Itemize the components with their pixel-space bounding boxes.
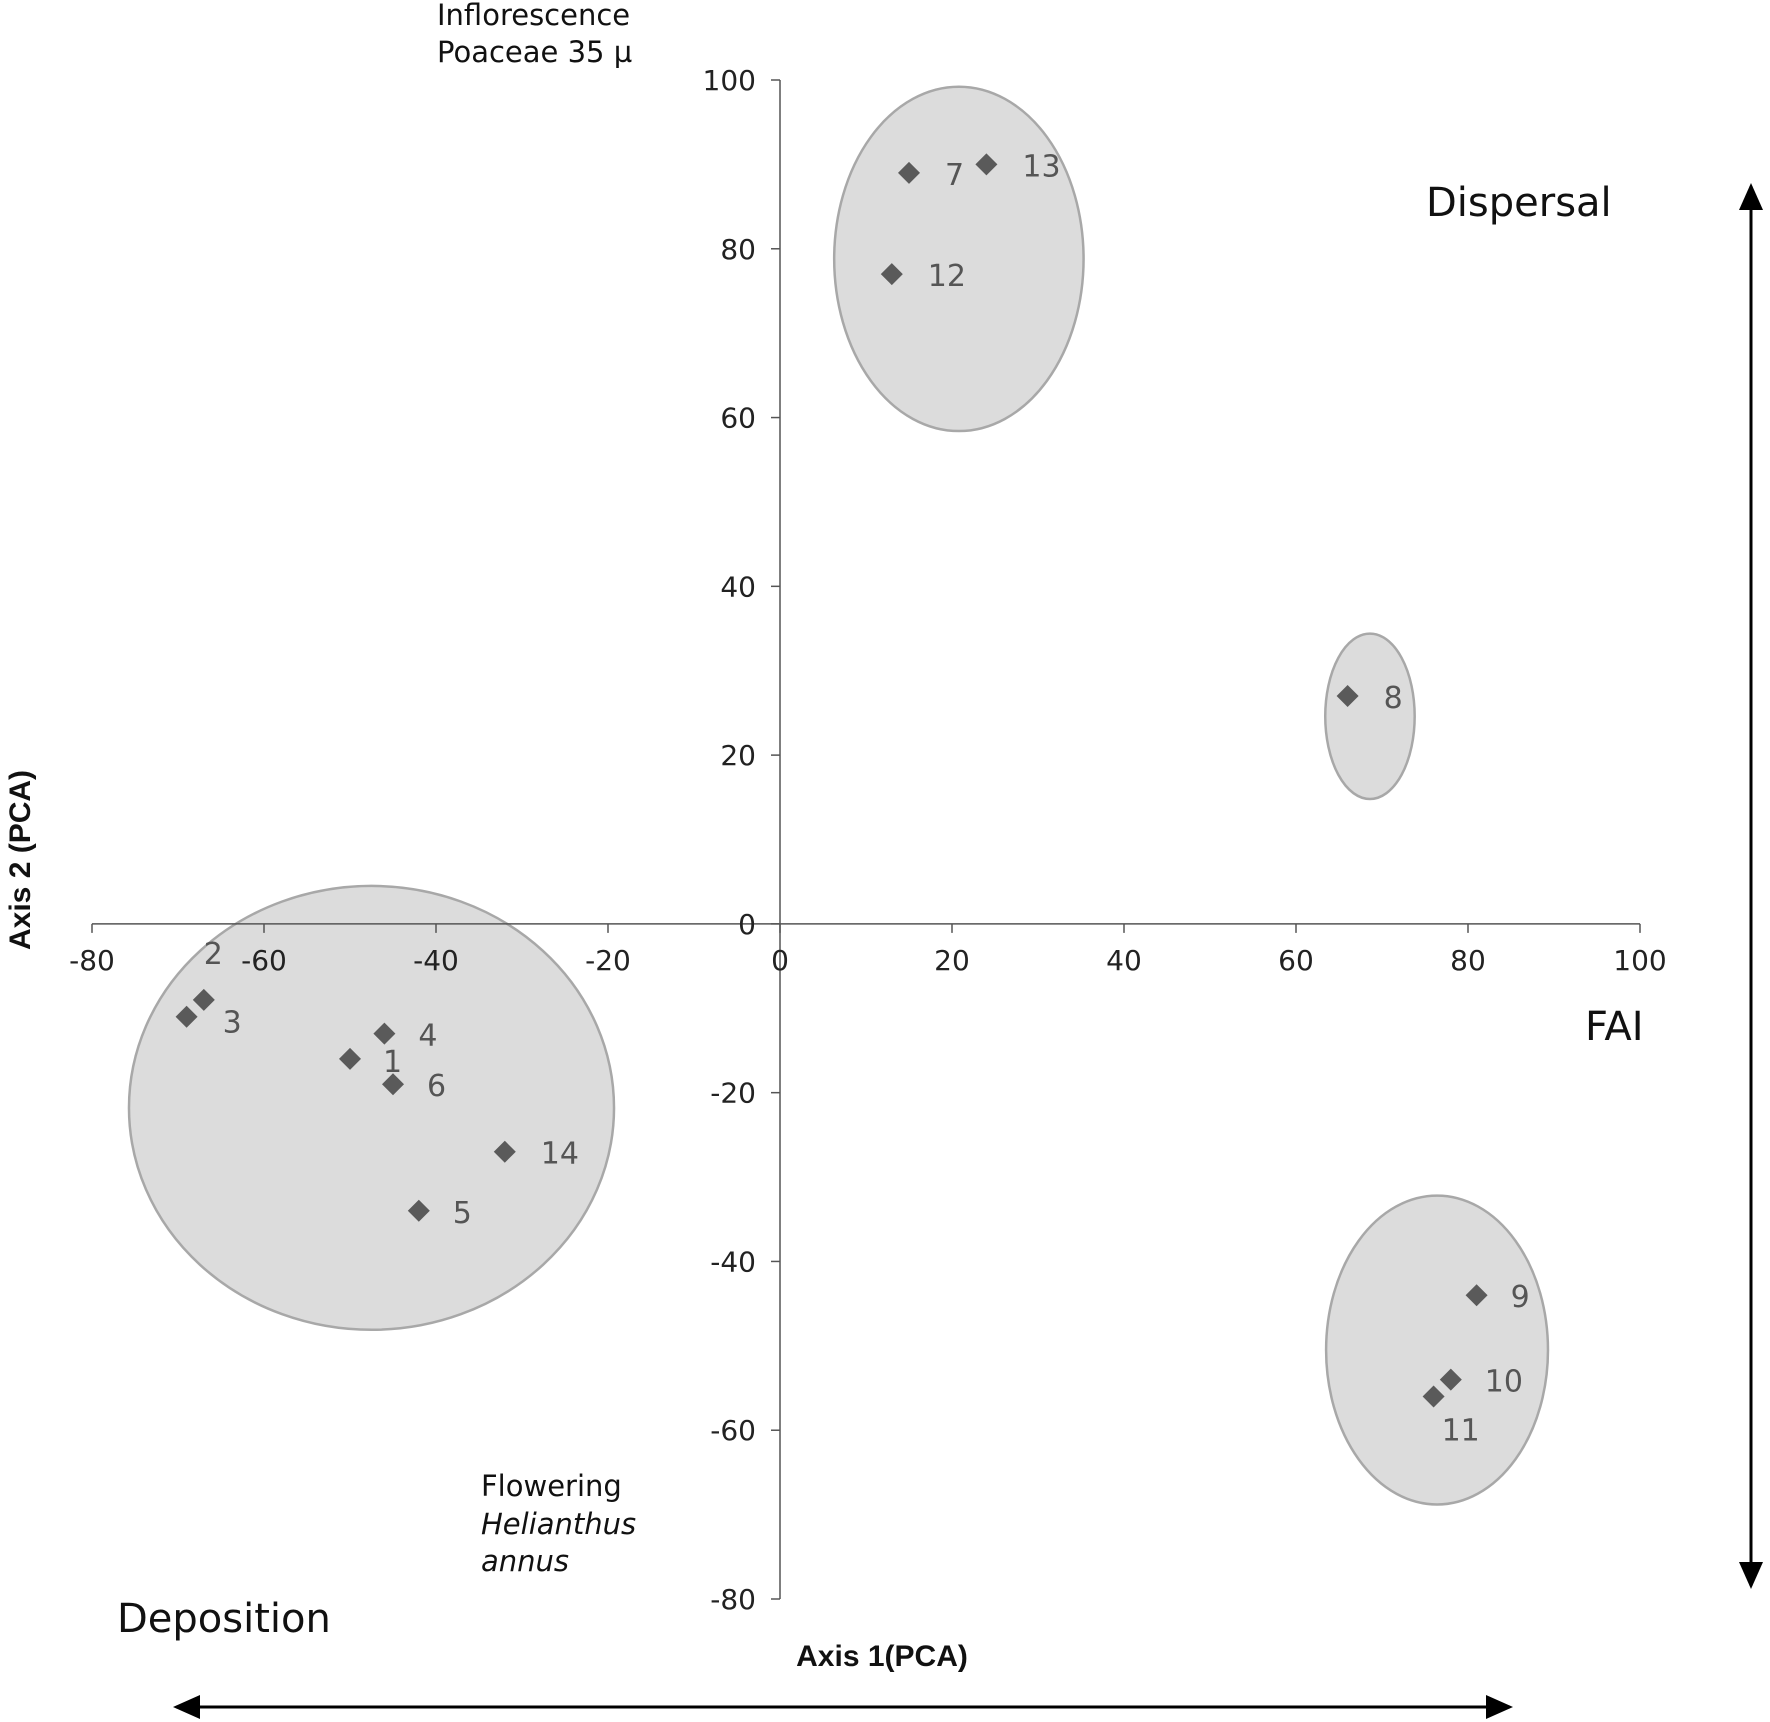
data-point-label-2: 2 <box>204 937 223 972</box>
x-axis-title: Axis 1(PCA) <box>796 1640 968 1673</box>
data-point-label-7: 7 <box>945 158 964 193</box>
x-tick-label: 40 <box>1106 944 1142 977</box>
x-tick-label: -40 <box>413 944 459 977</box>
axis-ticks: -80 -60 -40 -20 0 20 40 60 80 100 100 80 60 40 20 0 -20 -… <box>69 64 1667 1616</box>
x-tick-label: 100 <box>1613 944 1666 977</box>
y-tick-label: -80 <box>710 1583 756 1616</box>
data-point-label-4: 4 <box>418 1019 437 1054</box>
y-tick-label: 0 <box>738 908 756 941</box>
y-axis-title: Axis 2 (PCA) <box>4 770 37 950</box>
poaceae-label: Poaceae 35 µ <box>437 35 632 69</box>
data-point-4 <box>373 1022 396 1045</box>
y-tick-label: 60 <box>720 402 756 435</box>
fai-label: FAI <box>1585 1004 1644 1050</box>
data-point-label-10: 10 <box>1485 1365 1523 1400</box>
data-point-13 <box>975 153 998 176</box>
x-tick-label: 20 <box>934 944 970 977</box>
cluster-ellipse-1 <box>127 884 616 1332</box>
data-point-12 <box>880 263 903 286</box>
inflorescence-label: Inflorescence <box>437 0 630 32</box>
y-tick-label: -20 <box>710 1077 756 1110</box>
data-point-label-13: 13 <box>1022 149 1060 184</box>
data-point-label-3: 3 <box>223 1006 242 1041</box>
data-point-8 <box>1336 685 1359 708</box>
data-point-10 <box>1439 1368 1462 1391</box>
y-tick-label: 20 <box>720 739 756 772</box>
data-point-label-12: 12 <box>928 259 966 294</box>
y-tick-label: -60 <box>710 1414 756 1447</box>
data-point-label-9: 9 <box>1511 1280 1530 1315</box>
data-point-label-5: 5 <box>453 1196 472 1231</box>
x-tick-label: 60 <box>1278 944 1314 977</box>
data-point-6 <box>382 1073 404 1096</box>
x-tick-label: 0 <box>771 944 789 977</box>
cluster-ellipse-2 <box>832 85 1085 433</box>
data-point-3 <box>175 1005 198 1028</box>
y-tick-label: 100 <box>703 64 756 97</box>
cluster-ellipse-4 <box>1324 1194 1550 1506</box>
annus-label: annus <box>481 1544 569 1578</box>
x-tick-label: 80 <box>1450 944 1486 977</box>
data-point-11 <box>1422 1385 1445 1408</box>
dispersal-label: Dispersal <box>1426 180 1612 226</box>
data-point-14 <box>493 1140 516 1163</box>
data-point-label-6: 6 <box>427 1069 446 1104</box>
y-tick-label: 40 <box>720 570 756 603</box>
cluster-ellipses <box>127 85 1550 1506</box>
data-point-9 <box>1465 1284 1488 1307</box>
y-tick-label: 80 <box>720 233 756 266</box>
deposition-label: Deposition <box>117 1596 331 1642</box>
data-point-label-11: 11 <box>1442 1413 1480 1448</box>
data-point-label-14: 14 <box>541 1137 579 1172</box>
flowering-label: Flowering <box>481 1469 622 1503</box>
y-tick-label: -40 <box>710 1245 756 1278</box>
x-tick-label: -80 <box>69 944 115 977</box>
data-point-label-1: 1 <box>383 1045 402 1080</box>
data-point-5 <box>407 1199 430 1222</box>
data-point-7 <box>898 161 920 184</box>
cluster-ellipse-3 <box>1323 632 1416 801</box>
data-point-2 <box>192 988 215 1011</box>
data-point-1 <box>339 1047 361 1070</box>
x-tick-label: -20 <box>585 944 631 977</box>
helianthus-label: Helianthus <box>481 1507 636 1541</box>
x-tick-label: -60 <box>241 944 287 977</box>
data-point-label-8: 8 <box>1384 681 1403 716</box>
